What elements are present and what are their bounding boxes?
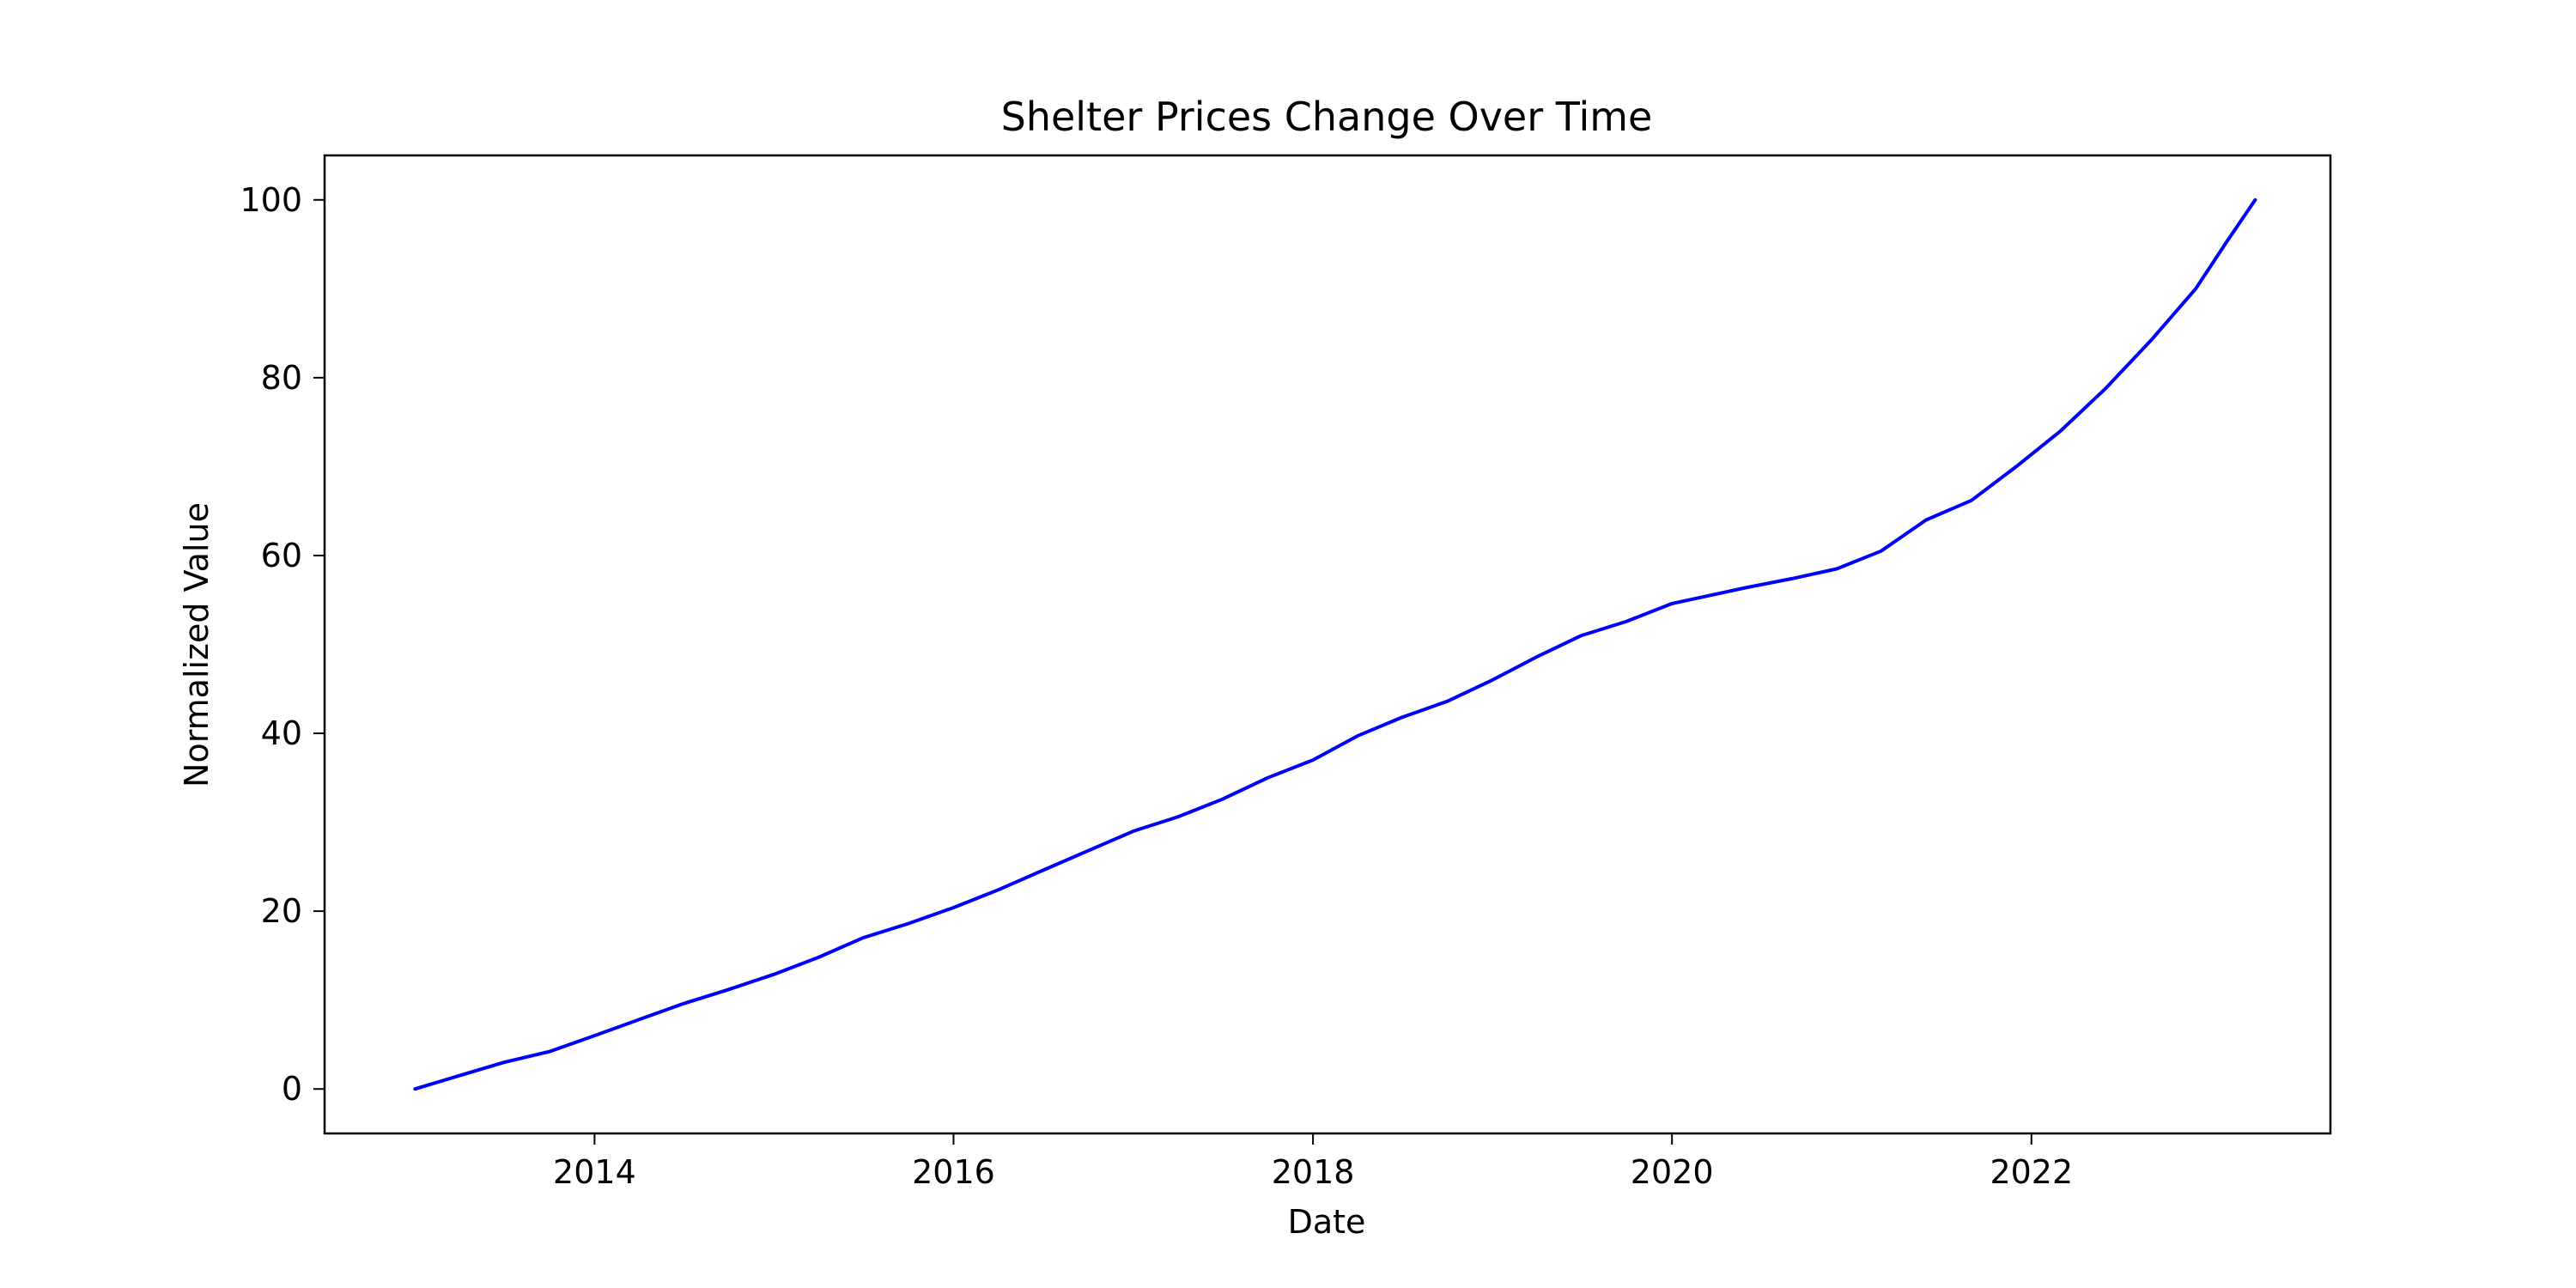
y-tick-label: 20: [261, 892, 302, 930]
x-axis: 2014 2016 2018 2020 2022: [553, 1133, 2073, 1191]
y-tick-label: 40: [261, 714, 302, 752]
x-tick-label: 2018: [1272, 1153, 1355, 1191]
x-tick-label: 2022: [1990, 1153, 2073, 1191]
y-tick-label: 80: [261, 359, 302, 397]
plot-frame: [323, 154, 2332, 1135]
y-tick-label: 60: [261, 537, 302, 574]
x-tick-label: 2016: [912, 1153, 995, 1191]
y-tick-label: 100: [240, 181, 302, 219]
x-tick-label: 2014: [553, 1153, 636, 1191]
y-axis: 0 20 40 60 80 100: [240, 181, 325, 1108]
x-tick-label: 2020: [1631, 1153, 1714, 1191]
chart-title: Shelter Prices Change Over Time: [1001, 94, 1653, 140]
y-tick-label: 0: [282, 1070, 302, 1108]
series-line: [413, 197, 2257, 1091]
y-axis-label: Normalized Value: [178, 502, 216, 787]
x-axis-label: Date: [1288, 1203, 1366, 1241]
